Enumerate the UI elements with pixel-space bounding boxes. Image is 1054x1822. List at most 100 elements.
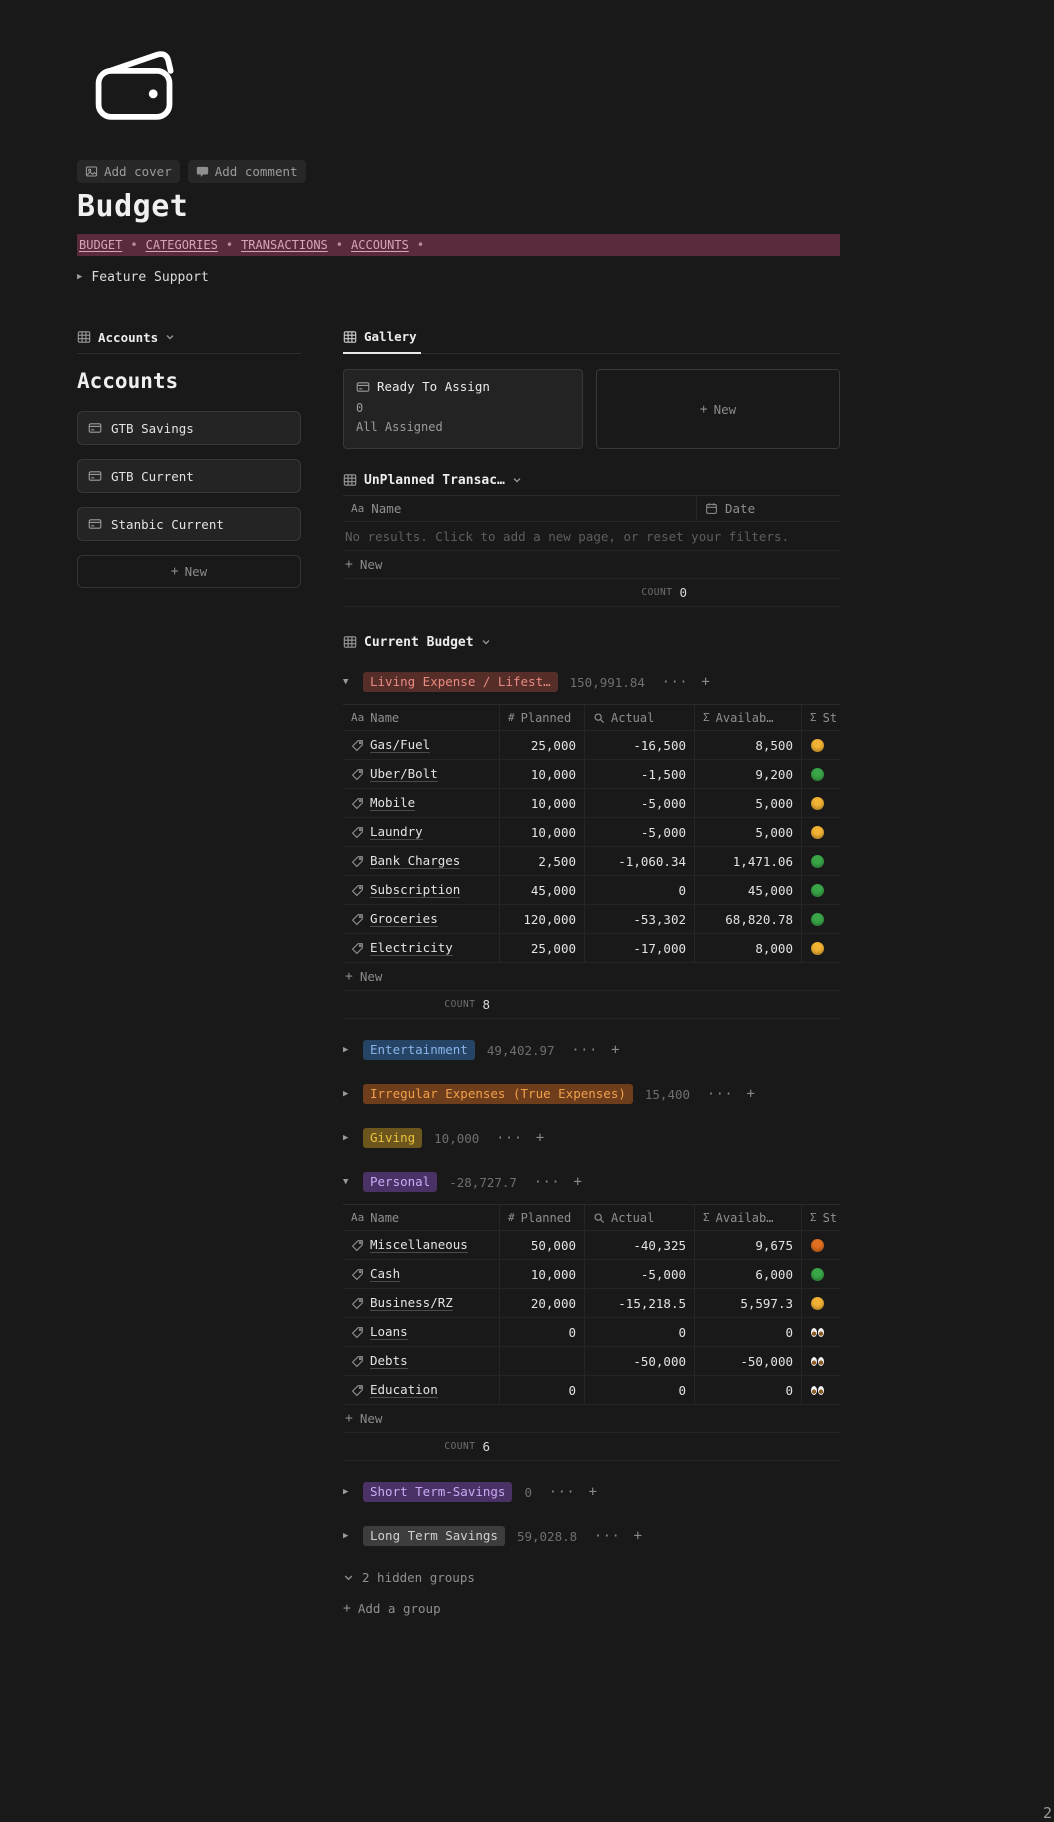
cell-available[interactable]: 5,000 <box>695 818 802 846</box>
account-card[interactable]: Stanbic Current <box>77 507 301 541</box>
unplanned-col-date[interactable]: Date <box>697 496 840 521</box>
group-badge[interactable]: Long Term Savings <box>363 1526 505 1546</box>
cell-status[interactable] <box>802 847 840 875</box>
add-group-button[interactable]: + Add a group <box>343 1595 840 1621</box>
cell-name[interactable]: Business/RZ <box>343 1289 500 1317</box>
cell-available[interactable]: -50,000 <box>695 1347 802 1375</box>
row-title[interactable]: Miscellaneous <box>370 1237 468 1253</box>
cell-planned[interactable]: 0 <box>500 1318 585 1346</box>
cell-planned[interactable]: 10,000 <box>500 1260 585 1288</box>
row-title[interactable]: Uber/Bolt <box>370 766 438 782</box>
more-options-icon[interactable]: ··· <box>661 674 689 690</box>
cell-name[interactable]: Electricity <box>343 934 500 962</box>
table-row[interactable]: Gas/Fuel 25,000 -16,500 8,500 <box>343 731 840 760</box>
cell-status[interactable] <box>802 1231 840 1259</box>
cell-available[interactable]: 0 <box>695 1376 802 1404</box>
hidden-groups-toggle[interactable]: 2 hidden groups <box>343 1565 840 1589</box>
add-row-icon[interactable]: + <box>701 674 710 690</box>
expand-toggle-icon[interactable]: ▶ <box>343 1531 349 1541</box>
cell-available[interactable]: 68,820.78 <box>695 905 802 933</box>
column-header-planned[interactable]: # Planned <box>500 1205 585 1230</box>
ready-to-assign-card[interactable]: Ready To Assign 0 All Assigned <box>343 369 583 449</box>
unplanned-table-title[interactable]: UnPlanned Transac… <box>343 465 840 495</box>
cell-status[interactable] <box>802 760 840 788</box>
feature-support-toggle[interactable]: ▶ Feature Support <box>77 265 1054 289</box>
cell-status[interactable] <box>802 731 840 759</box>
cell-name[interactable]: Cash <box>343 1260 500 1288</box>
cell-status[interactable] <box>802 876 840 904</box>
cell-status[interactable] <box>802 1260 840 1288</box>
cell-available[interactable]: 8,500 <box>695 731 802 759</box>
accounts-view-selector[interactable]: Accounts <box>77 321 175 353</box>
current-budget-title[interactable]: Current Budget <box>343 627 840 657</box>
cell-actual[interactable]: -40,325 <box>585 1231 695 1259</box>
cell-actual[interactable]: -5,000 <box>585 818 695 846</box>
cell-actual[interactable]: -16,500 <box>585 731 695 759</box>
cell-status[interactable] <box>802 934 840 962</box>
cell-available[interactable]: 8,000 <box>695 934 802 962</box>
add-row-icon[interactable]: + <box>535 1130 545 1146</box>
more-options-icon[interactable]: ··· <box>549 1484 576 1500</box>
cell-planned[interactable]: 10,000 <box>500 760 585 788</box>
table-row[interactable]: Subscription 45,000 0 45,000 <box>343 876 840 905</box>
unplanned-col-name[interactable]: Aa Name <box>343 496 697 521</box>
cell-planned[interactable]: 2,500 <box>500 847 585 875</box>
cell-actual[interactable]: -5,000 <box>585 789 695 817</box>
cell-name[interactable]: Mobile <box>343 789 500 817</box>
add-row-icon[interactable]: + <box>746 1086 755 1102</box>
cell-status[interactable] <box>802 905 840 933</box>
group-count[interactable]: COUNT 6 <box>343 1433 500 1460</box>
group-badge[interactable]: Giving <box>363 1128 423 1148</box>
table-row[interactable]: Debts -50,000 -50,000 <box>343 1347 840 1376</box>
group-new-row[interactable]: + New <box>343 963 840 991</box>
cell-planned[interactable]: 120,000 <box>500 905 585 933</box>
more-options-icon[interactable]: ··· <box>594 1528 621 1544</box>
cell-status[interactable] <box>802 818 840 846</box>
cell-name[interactable]: Groceries <box>343 905 500 933</box>
cell-actual[interactable]: -15,218.5 <box>585 1289 695 1317</box>
unplanned-count[interactable]: COUNT 0 <box>641 585 687 600</box>
group-badge[interactable]: Entertainment <box>363 1040 475 1060</box>
cell-available[interactable]: 1,471.06 <box>695 847 802 875</box>
group-new-row[interactable]: + New <box>343 1405 840 1433</box>
row-title[interactable]: Debts <box>370 1353 408 1369</box>
add-comment-button[interactable]: Add comment <box>187 160 306 183</box>
table-row[interactable]: Loans 0 0 0 <box>343 1318 840 1347</box>
unplanned-new-row[interactable]: + New <box>343 551 840 579</box>
column-header-availab[interactable]: Σ Availab… <box>695 705 802 730</box>
cell-actual[interactable]: 0 <box>585 1318 695 1346</box>
group-badge[interactable]: Personal <box>363 1172 438 1192</box>
cell-available[interactable]: 9,200 <box>695 760 802 788</box>
collapse-toggle-icon[interactable]: ▼ <box>343 1177 349 1187</box>
add-cover-button[interactable]: Add cover <box>77 160 180 183</box>
expand-toggle-icon[interactable]: ▶ <box>343 1045 349 1055</box>
add-row-icon[interactable]: + <box>633 1528 643 1544</box>
table-row[interactable]: Cash 10,000 -5,000 6,000 <box>343 1260 840 1289</box>
row-title[interactable]: Subscription <box>370 882 461 898</box>
nav-link-budget[interactable]: BUDGET <box>79 238 123 252</box>
add-row-icon[interactable]: + <box>573 1174 582 1190</box>
tab-gallery[interactable]: Gallery <box>343 321 421 354</box>
table-row[interactable]: Miscellaneous 50,000 -40,325 9,675 <box>343 1231 840 1260</box>
row-title[interactable]: Education <box>370 1382 438 1398</box>
row-title[interactable]: Groceries <box>370 911 438 927</box>
row-title[interactable]: Mobile <box>370 795 416 811</box>
row-title[interactable]: Electricity <box>370 940 453 956</box>
row-title[interactable]: Laundry <box>370 824 423 840</box>
more-options-icon[interactable]: ··· <box>571 1042 599 1058</box>
group-badge[interactable]: Irregular Expenses (True Expenses) <box>363 1084 633 1104</box>
nav-link-accounts[interactable]: ACCOUNTS <box>351 238 409 252</box>
row-title[interactable]: Bank Charges <box>370 853 461 869</box>
column-header-st[interactable]: Σ St <box>802 705 840 730</box>
cell-actual[interactable]: -50,000 <box>585 1347 695 1375</box>
cell-name[interactable]: Laundry <box>343 818 500 846</box>
account-card[interactable]: GTB Current <box>77 459 301 493</box>
cell-name[interactable]: Gas/Fuel <box>343 731 500 759</box>
expand-toggle-icon[interactable]: ▶ <box>343 1487 349 1497</box>
gallery-new-button[interactable]: + New <box>596 369 840 449</box>
table-row[interactable]: Laundry 10,000 -5,000 5,000 <box>343 818 840 847</box>
cell-name[interactable]: Loans <box>343 1318 500 1346</box>
group-badge[interactable]: Short Term-Savings <box>363 1482 513 1502</box>
table-row[interactable]: Education 0 0 0 <box>343 1376 840 1405</box>
cell-planned[interactable]: 10,000 <box>500 789 585 817</box>
